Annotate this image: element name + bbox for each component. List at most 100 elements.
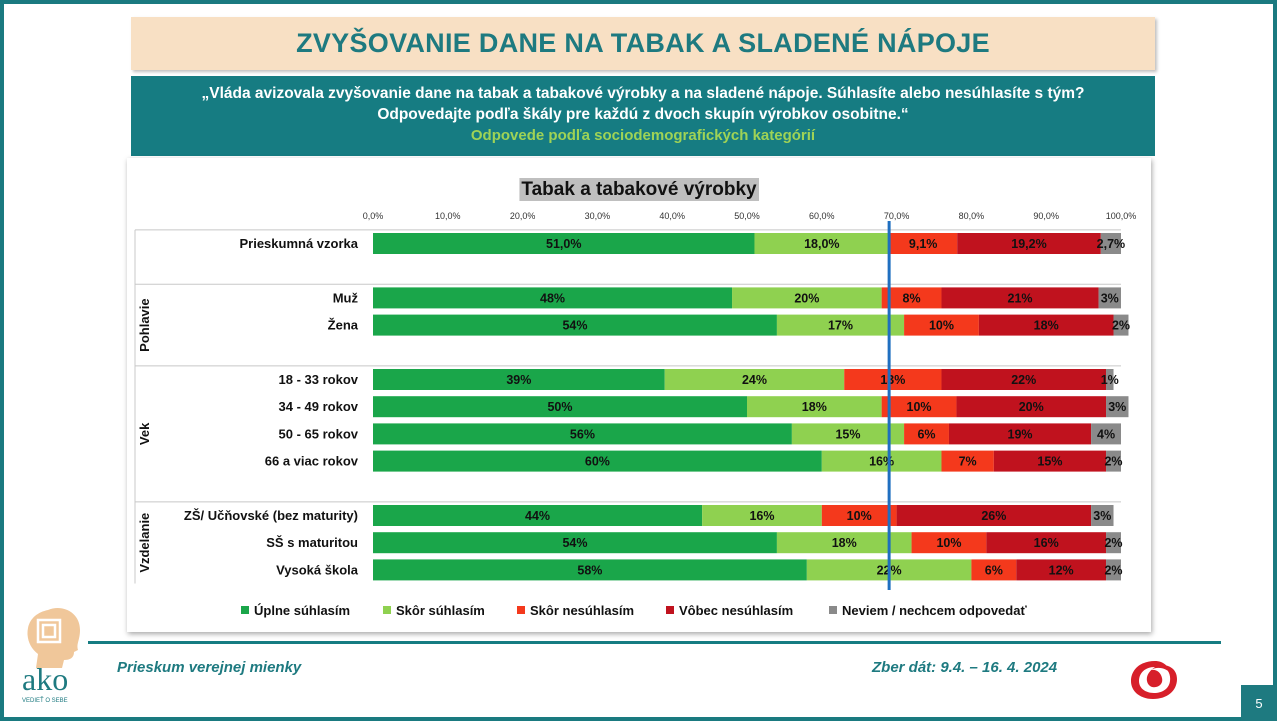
bar-data-label: 18,0% (804, 237, 839, 251)
bar-data-label: 2% (1104, 455, 1122, 469)
x-tick-label: 40,0% (659, 211, 685, 221)
bar-data-label: 18% (832, 536, 857, 550)
bar-data-label: 26% (981, 509, 1006, 523)
bar-segment (373, 505, 703, 526)
bar-segment (373, 233, 755, 254)
bar-segment (948, 423, 1092, 445)
bar-segment (904, 423, 949, 445)
legend-swatch (666, 606, 674, 614)
bar-segment (956, 396, 1107, 418)
bar-data-label: 10% (929, 319, 954, 333)
ako-logo: ako VEDIEŤ O SEBE (22, 608, 80, 704)
bar-data-label: 50% (547, 400, 572, 414)
bar-data-label: 10% (936, 536, 961, 550)
row-label: 66 a viac rokov (265, 454, 359, 469)
page-number: 5 (1241, 685, 1277, 721)
bar-segment (732, 287, 882, 309)
bar-data-label: 2% (1104, 536, 1122, 550)
bar-segment (821, 450, 942, 472)
bar-segment (373, 369, 665, 390)
x-tick-label: 0,0% (363, 211, 384, 221)
row-label: 18 - 33 rokov (279, 372, 359, 387)
bar-segment (881, 396, 957, 418)
question-line-1: „Vláda avizovala zvyšovanie dane na taba… (201, 85, 1085, 102)
row-label: 50 - 65 rokov (279, 426, 359, 441)
bar-data-label: 60% (585, 455, 610, 469)
question-box: „Vláda avizovala zvyšovanie dane na taba… (131, 76, 1155, 156)
bar-data-label: 10% (847, 509, 872, 523)
row-label: SŠ s maturitou (266, 535, 358, 550)
legend-label: Skôr nesúhlasím (530, 603, 634, 618)
x-tick-label: 10,0% (435, 211, 461, 221)
bar-segment (1098, 287, 1121, 309)
bar-segment (373, 423, 792, 445)
bar-data-label: 18% (1034, 319, 1059, 333)
chart-title-highlight (519, 178, 760, 201)
bar-segment (978, 314, 1114, 336)
bar-segment (993, 450, 1107, 472)
bar-data-label: 19% (1008, 427, 1033, 441)
x-tick-label: 30,0% (585, 211, 611, 221)
row-label: 34 - 49 rokov (279, 399, 359, 414)
bar-data-label: 2,7% (1097, 237, 1126, 251)
bar-segment (881, 287, 942, 309)
bar-data-label: 15% (1037, 455, 1062, 469)
x-tick-label: 80,0% (959, 211, 985, 221)
x-tick-label: 70,0% (884, 211, 910, 221)
legend-swatch (517, 606, 525, 614)
bar-data-label: 4% (1097, 427, 1115, 441)
bar-segment (1091, 505, 1114, 526)
bar-segment (821, 505, 897, 526)
bar-data-label: 58% (577, 563, 602, 577)
bar-segment (1106, 450, 1121, 472)
bar-data-label: 7% (959, 455, 977, 469)
legend-label: Úplne súhlasím (254, 603, 350, 618)
bar-data-label: 6% (917, 427, 935, 441)
agency-swirl-logo (1131, 661, 1177, 699)
bar-segment (844, 369, 942, 390)
bar-segment (1106, 369, 1114, 390)
legend-swatch (241, 606, 249, 614)
bar-data-label: 2% (1112, 319, 1130, 333)
bar-segment (373, 450, 822, 472)
bar-segment (911, 532, 987, 554)
footer-divider (88, 641, 1221, 644)
bar-data-label: 2% (1104, 563, 1122, 577)
bar-segment (957, 233, 1101, 254)
bar-segment (896, 505, 1092, 526)
bar-data-label: 44% (525, 509, 550, 523)
bar-data-label: 21% (1008, 291, 1033, 305)
bar-data-label: 56% (570, 427, 595, 441)
bar-segment (776, 532, 912, 554)
bar-data-label: 3% (1101, 291, 1119, 305)
row-label: ZŠ/ Učňovské (bez maturity) (184, 508, 358, 523)
slide-title: ZVYŠOVANIE DANE NA TABAK A SLADENÉ NÁPOJ… (296, 28, 990, 58)
row-label: Vysoká škola (276, 562, 359, 577)
title-banner: ZVYŠOVANIE DANE NA TABAK A SLADENÉ NÁPOJ… (131, 17, 1155, 70)
bar-segment (776, 314, 905, 336)
row-label: Žena (328, 318, 359, 333)
bar-data-label: 51,0% (546, 237, 581, 251)
bar-segment (1100, 233, 1121, 254)
bar-segment (1106, 559, 1121, 581)
bar-data-label: 12% (1049, 563, 1074, 577)
bar-segment (1106, 396, 1129, 418)
bar-data-label: 39% (506, 373, 531, 387)
chart-panel: Tabak a tabakové výrobky 0,0% 10,0% 20,0% 30… (127, 158, 1151, 632)
bar-data-label: 20% (794, 291, 819, 305)
bar-segment (791, 423, 905, 445)
bar-segment (373, 559, 807, 581)
bar-segment (702, 505, 822, 526)
row-label: Prieskumná vzorka (239, 236, 358, 251)
logo-tagline: VEDIEŤ O SEBE (22, 696, 68, 704)
bar-segment (1113, 314, 1129, 336)
bar-data-label: 16% (749, 509, 774, 523)
bar-segment (373, 314, 777, 336)
footer-survey-label: Prieskum verejnej mienky (117, 659, 302, 676)
legend-swatch (829, 606, 837, 614)
bar-segment (373, 287, 733, 309)
bar-segment (904, 314, 979, 336)
bar-segment (941, 450, 994, 472)
group-label: Vzdelanie (137, 513, 152, 573)
bar-segment (941, 287, 1099, 309)
